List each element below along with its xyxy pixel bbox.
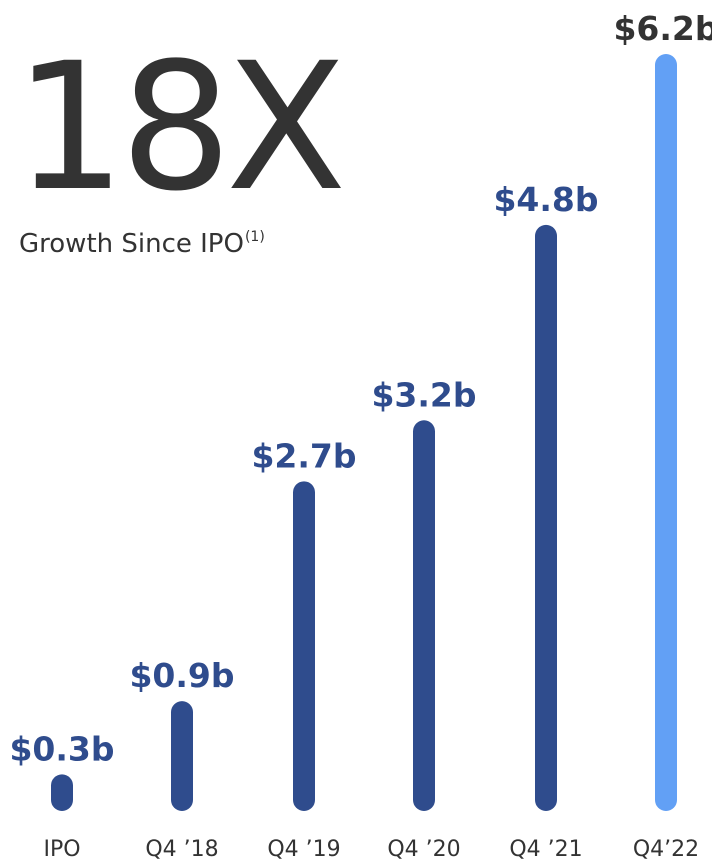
data-label-0: $0.3b: [9, 729, 114, 768]
headline-multiplier: 18X: [14, 25, 347, 230]
data-label-1: $0.9b: [129, 656, 234, 695]
bar-4: [535, 224, 557, 811]
x-tick-label-5: Q4’22: [633, 837, 699, 862]
data-label-3: $3.2b: [371, 375, 476, 414]
bar-1: [171, 701, 193, 811]
data-label-2: $2.7b: [251, 436, 356, 475]
x-tick-label-1: Q4 ’18: [145, 837, 218, 862]
bar-2: [293, 481, 315, 811]
x-tick-label-2: Q4 ’19: [267, 837, 340, 862]
bar-5: [655, 54, 677, 811]
footnote-marker: (1): [244, 229, 265, 245]
headline-caption: Growth Since IPO(1): [19, 229, 265, 259]
bar-3: [413, 420, 435, 811]
x-tick-label-3: Q4 ’20: [387, 837, 460, 862]
caption-text: Growth Since IPO: [19, 229, 244, 259]
x-tick-label-4: Q4 ’21: [509, 837, 582, 862]
data-label-5: $6.2b: [613, 9, 712, 48]
data-label-4: $4.8b: [493, 180, 598, 219]
bar-0: [51, 774, 73, 811]
x-tick-label-0: IPO: [43, 837, 80, 862]
